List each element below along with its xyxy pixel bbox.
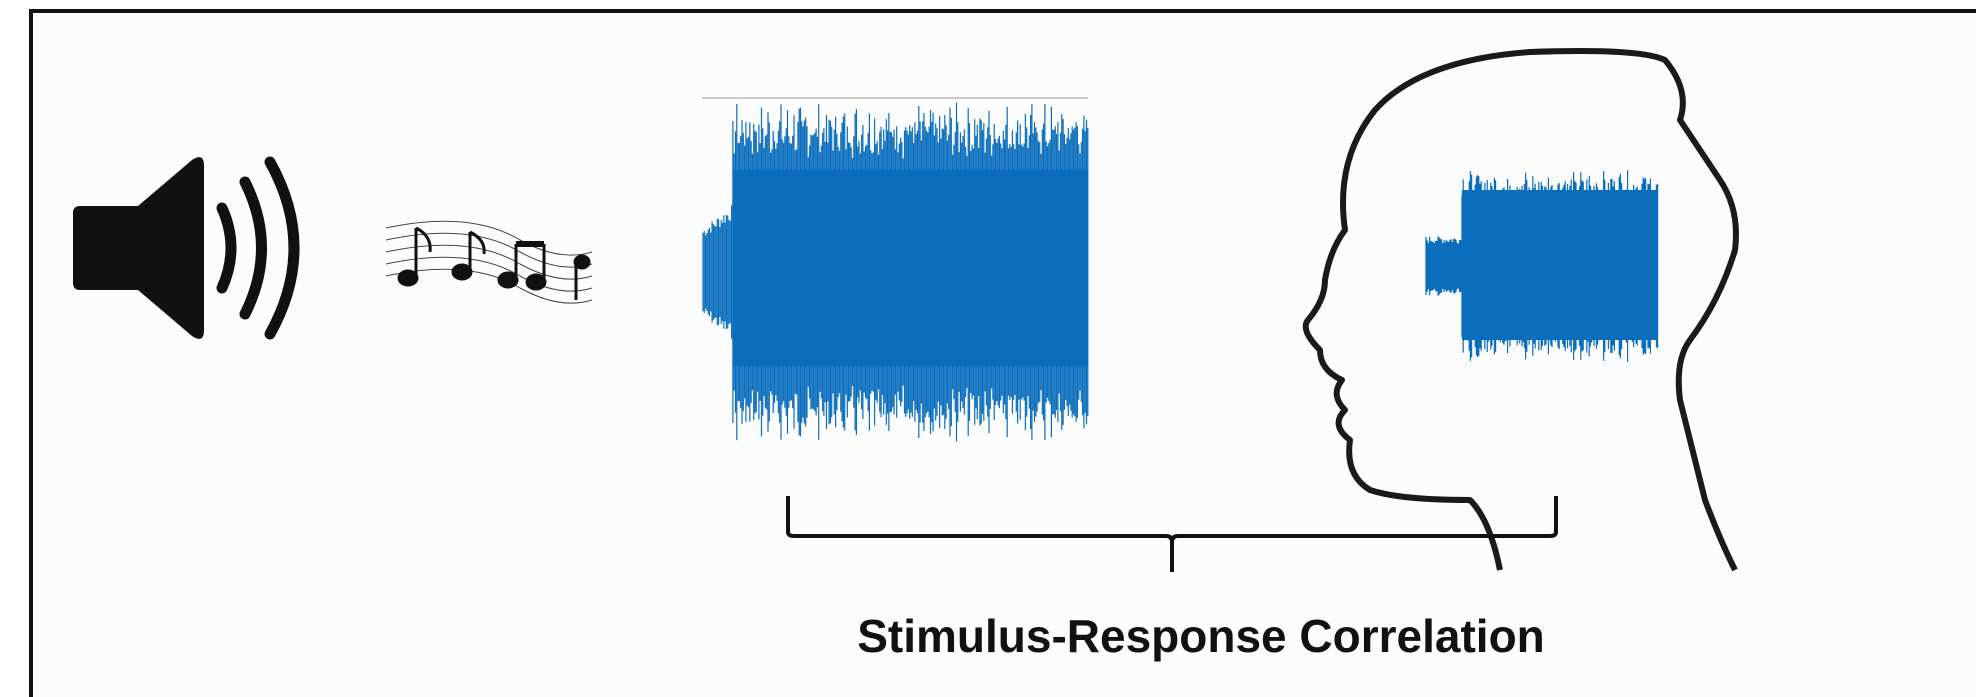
sound-wave bbox=[264, 156, 300, 340]
music-notes bbox=[385, 220, 593, 304]
head-outline bbox=[1302, 48, 1739, 572]
caption: Stimulus-Response Correlation bbox=[857, 610, 1545, 662]
waveform-trace bbox=[1425, 170, 1659, 362]
notes bbox=[397, 226, 591, 300]
response-waveform bbox=[1425, 170, 1659, 362]
speaker-icon bbox=[73, 156, 300, 340]
speaker-body bbox=[73, 157, 204, 339]
sound-wave bbox=[239, 176, 267, 320]
waveform-trace bbox=[702, 102, 1089, 442]
staff-line bbox=[385, 220, 593, 256]
stimulus-waveform bbox=[702, 97, 1089, 442]
sound-wave bbox=[216, 202, 237, 294]
bracket bbox=[786, 496, 1558, 572]
